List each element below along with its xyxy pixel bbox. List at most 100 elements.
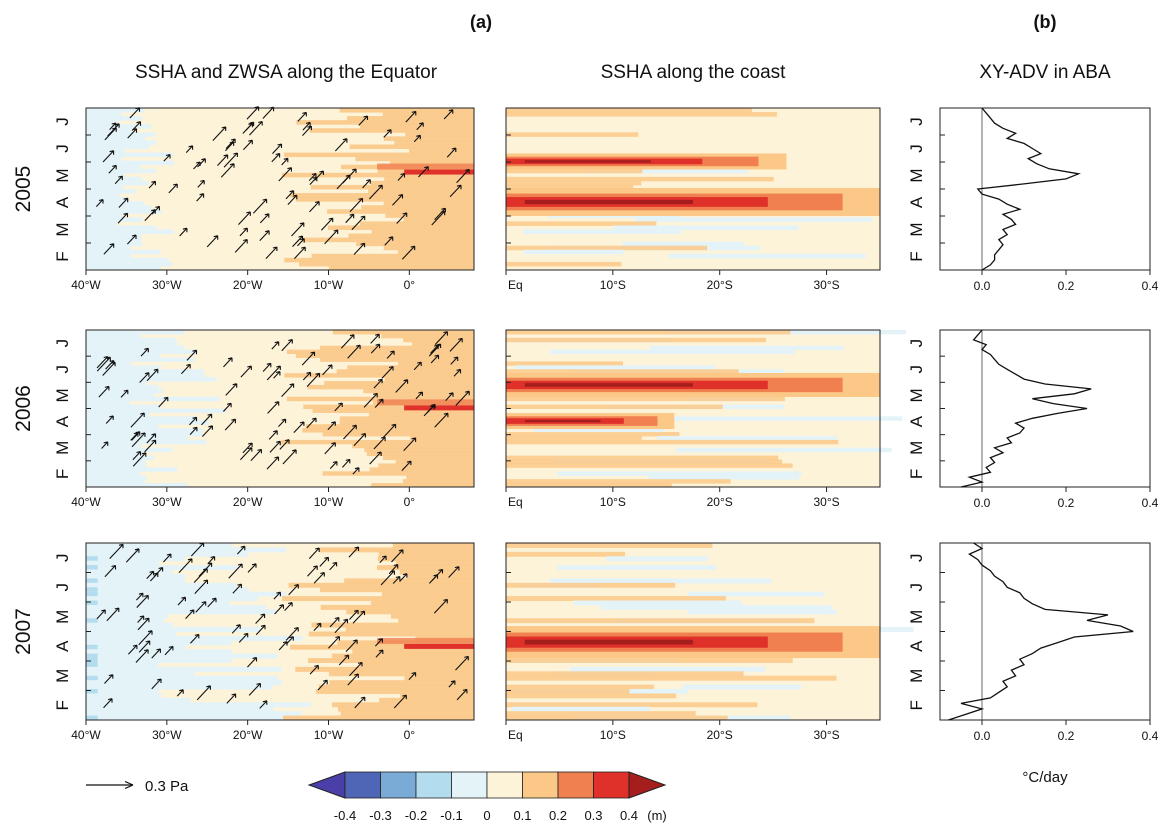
wind-arrow [185, 609, 195, 620]
coast-panel-2005: Eq 10°S 20°S 30°S [505, 107, 881, 292]
wind-arrow [190, 633, 200, 644]
wind-arrow [285, 190, 295, 200]
equator-xtick-label: 20°W [233, 278, 263, 292]
wind-arrows-2006 [96, 331, 470, 475]
wind-arrow [456, 168, 470, 184]
wind-arrow [349, 609, 359, 620]
equator-xtick-label: 10°W [314, 278, 344, 292]
wind-arrow [239, 227, 248, 237]
month-label: M [53, 669, 72, 683]
wind-arrow [314, 170, 324, 181]
equator-xtick-label: 10°W [314, 495, 344, 509]
wind-arrow [334, 618, 349, 634]
wind-arrow [242, 442, 253, 454]
colorbar-swatch [451, 771, 488, 799]
wind-arrow [224, 418, 236, 431]
equator-xtick-label: 40°W [71, 278, 101, 292]
wind-arrow [446, 147, 457, 158]
wind-arrow [349, 197, 364, 213]
wind-arrow [148, 180, 156, 189]
equator-panel-2007: 40°W 30°W 20°W 10°W 0° F M A M J J 2007 [12, 542, 475, 742]
wind-arrow [449, 337, 463, 352]
wind-arrow [105, 415, 114, 424]
coast-xtick-label: Eq [508, 278, 523, 292]
wind-arrow [285, 626, 299, 641]
wind-arrow [190, 542, 205, 557]
wind-arrow [347, 673, 359, 686]
adv-series-line-2007 [948, 542, 1134, 721]
wind-arrow [259, 230, 270, 242]
adv-xtick-label: 0.2 [1058, 729, 1075, 743]
month-label: J [53, 339, 72, 348]
wind-arrow [146, 368, 159, 382]
wind-arrow [178, 558, 193, 573]
wind-arrow [102, 150, 115, 163]
wind-arrow [95, 198, 104, 207]
wind-arrow [189, 416, 198, 426]
wind-arrow [391, 549, 404, 563]
wind-arrow [255, 624, 266, 636]
wind-arrow [302, 121, 311, 131]
wind-arrow [288, 583, 299, 596]
equator-xtick-label: 0° [404, 495, 416, 509]
wind-arrow [103, 698, 113, 709]
wind-arrow [306, 417, 317, 429]
wind-arrow [415, 391, 423, 400]
wind-arrow [225, 141, 235, 152]
wind-arrow [220, 163, 235, 178]
adv-series-line-2006 [960, 329, 1092, 488]
wind-arrow [349, 661, 363, 677]
wind-arrows-2005 [95, 106, 470, 260]
wind-arrow [413, 134, 421, 143]
wind-arrow [131, 121, 142, 131]
equator-xtick-label: 20°W [233, 495, 263, 509]
wind-arrow [131, 431, 141, 441]
wind-arrow [266, 456, 280, 470]
equator-panel-2006: 40°W 30°W 20°W 10°W 0° F M A M J J 2006 [12, 329, 475, 509]
wind-arrow [207, 555, 216, 564]
wind-reference-label: 0.3 Pa [145, 778, 189, 795]
month-label: M [53, 441, 72, 455]
wind-arrow [384, 236, 394, 246]
month-label: J [907, 554, 926, 563]
wind-arrow [271, 341, 280, 350]
wind-arrow [327, 421, 336, 431]
coast-panel-2006: Eq 10°S 20°S 30°S [505, 329, 907, 509]
wind-arrow [319, 556, 329, 567]
wind-arrow [379, 555, 387, 564]
month-label: J [907, 339, 926, 348]
colorbar-tick-label: 0.3 [584, 808, 602, 823]
year-label-2006: 2006 [12, 385, 35, 432]
wind-arrow [284, 601, 293, 611]
month-label: J [53, 117, 72, 126]
wind-arrow [207, 597, 217, 608]
wind-arrow [392, 575, 401, 584]
wind-arrow [271, 152, 281, 163]
adv-panel-2005: 0.0 0.2 0.4 F M A M J J [907, 107, 1159, 293]
wind-arrow [328, 635, 340, 649]
wind-arrow [196, 193, 205, 202]
month-label: J [907, 583, 926, 592]
wind-arrow [153, 566, 164, 577]
month-label: M [53, 388, 72, 402]
colorbar-swatch [486, 771, 523, 799]
wind-arrow [246, 106, 260, 120]
wind-arrow [223, 357, 233, 368]
wind-arrow [324, 442, 336, 455]
wind-arrow [144, 209, 156, 222]
month-label: M [907, 610, 926, 624]
wind-arrow [428, 343, 442, 357]
coast-xtick-label: 20°S [707, 495, 733, 509]
wind-arrow [223, 152, 238, 168]
colorbar-tick-label: 0.1 [513, 808, 531, 823]
wind-arrow [267, 401, 280, 414]
wind-arrow [238, 211, 251, 225]
wind-arrow [179, 227, 188, 237]
wind-arrow [225, 383, 238, 396]
colorbar-max-triangle [628, 771, 667, 799]
wind-arrow [317, 679, 328, 691]
wind-arrow [197, 158, 206, 168]
month-label: A [53, 415, 72, 427]
wind-arrow [313, 571, 325, 584]
wind-arrow [308, 172, 317, 182]
